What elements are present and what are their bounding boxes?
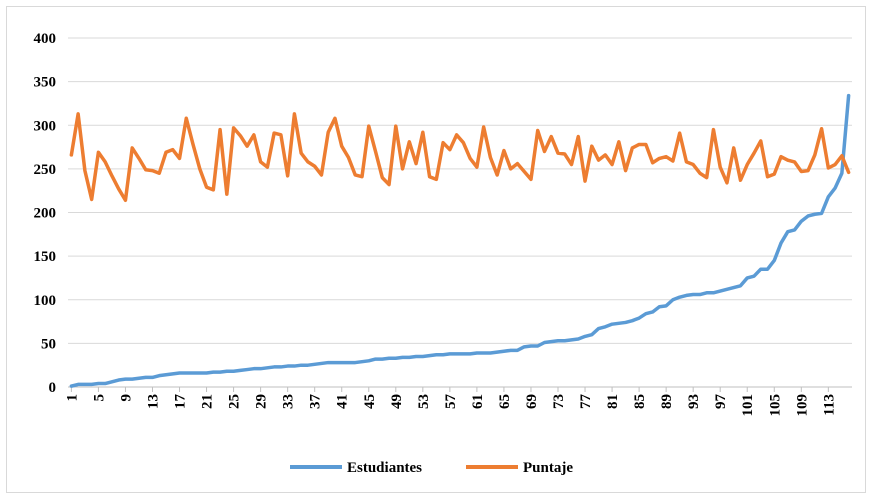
x-tick-label: 21 (200, 394, 216, 409)
x-tick-label: 25 (227, 394, 243, 409)
y-tick-label: 250 (34, 162, 57, 178)
x-tick-label: 109 (794, 394, 810, 417)
x-tick-label: 65 (497, 394, 513, 409)
x-tick-label: 57 (443, 394, 459, 410)
x-tick-label: 73 (551, 394, 567, 409)
x-tick-label: 9 (118, 394, 134, 402)
y-tick-label: 100 (34, 293, 57, 309)
x-tick-label: 93 (686, 394, 702, 409)
x-tick-label: 113 (821, 394, 837, 416)
x-tick-label: 53 (416, 394, 432, 409)
y-tick-label: 350 (34, 75, 57, 91)
x-tick-label: 33 (281, 394, 297, 409)
x-tick-label: 69 (524, 394, 540, 409)
x-tick-label: 13 (145, 394, 161, 409)
legend-label: Puntaje (523, 460, 573, 476)
x-tick-label: 37 (308, 394, 324, 410)
series-line (69, 112, 851, 203)
x-tick-label: 49 (389, 394, 405, 409)
series-line (69, 93, 851, 388)
y-tick-label: 0 (49, 380, 57, 396)
x-tick-label: 61 (470, 394, 486, 409)
x-tick-label: 105 (767, 394, 783, 417)
x-tick-label: 85 (632, 394, 648, 409)
x-tick-label: 97 (713, 394, 729, 410)
x-tick-label: 101 (740, 394, 756, 417)
y-tick-label: 300 (34, 118, 57, 134)
y-tick-label: 50 (41, 336, 56, 352)
y-tick-label: 400 (34, 31, 57, 47)
x-tick-label: 77 (578, 394, 594, 410)
chart-border (6, 6, 866, 493)
y-tick-label: 200 (34, 206, 57, 222)
x-tick-label: 89 (659, 394, 675, 409)
x-tick-label: 1 (64, 394, 80, 402)
x-tick-label: 41 (335, 394, 351, 409)
x-tick-label: 29 (254, 394, 270, 409)
x-tick-label: 45 (362, 394, 378, 409)
x-tick-label: 17 (173, 394, 189, 410)
legend-label: Estudiantes (347, 460, 422, 476)
x-tick-label: 81 (605, 394, 621, 409)
y-tick-label: 150 (34, 249, 57, 265)
x-tick-label: 5 (91, 394, 107, 402)
